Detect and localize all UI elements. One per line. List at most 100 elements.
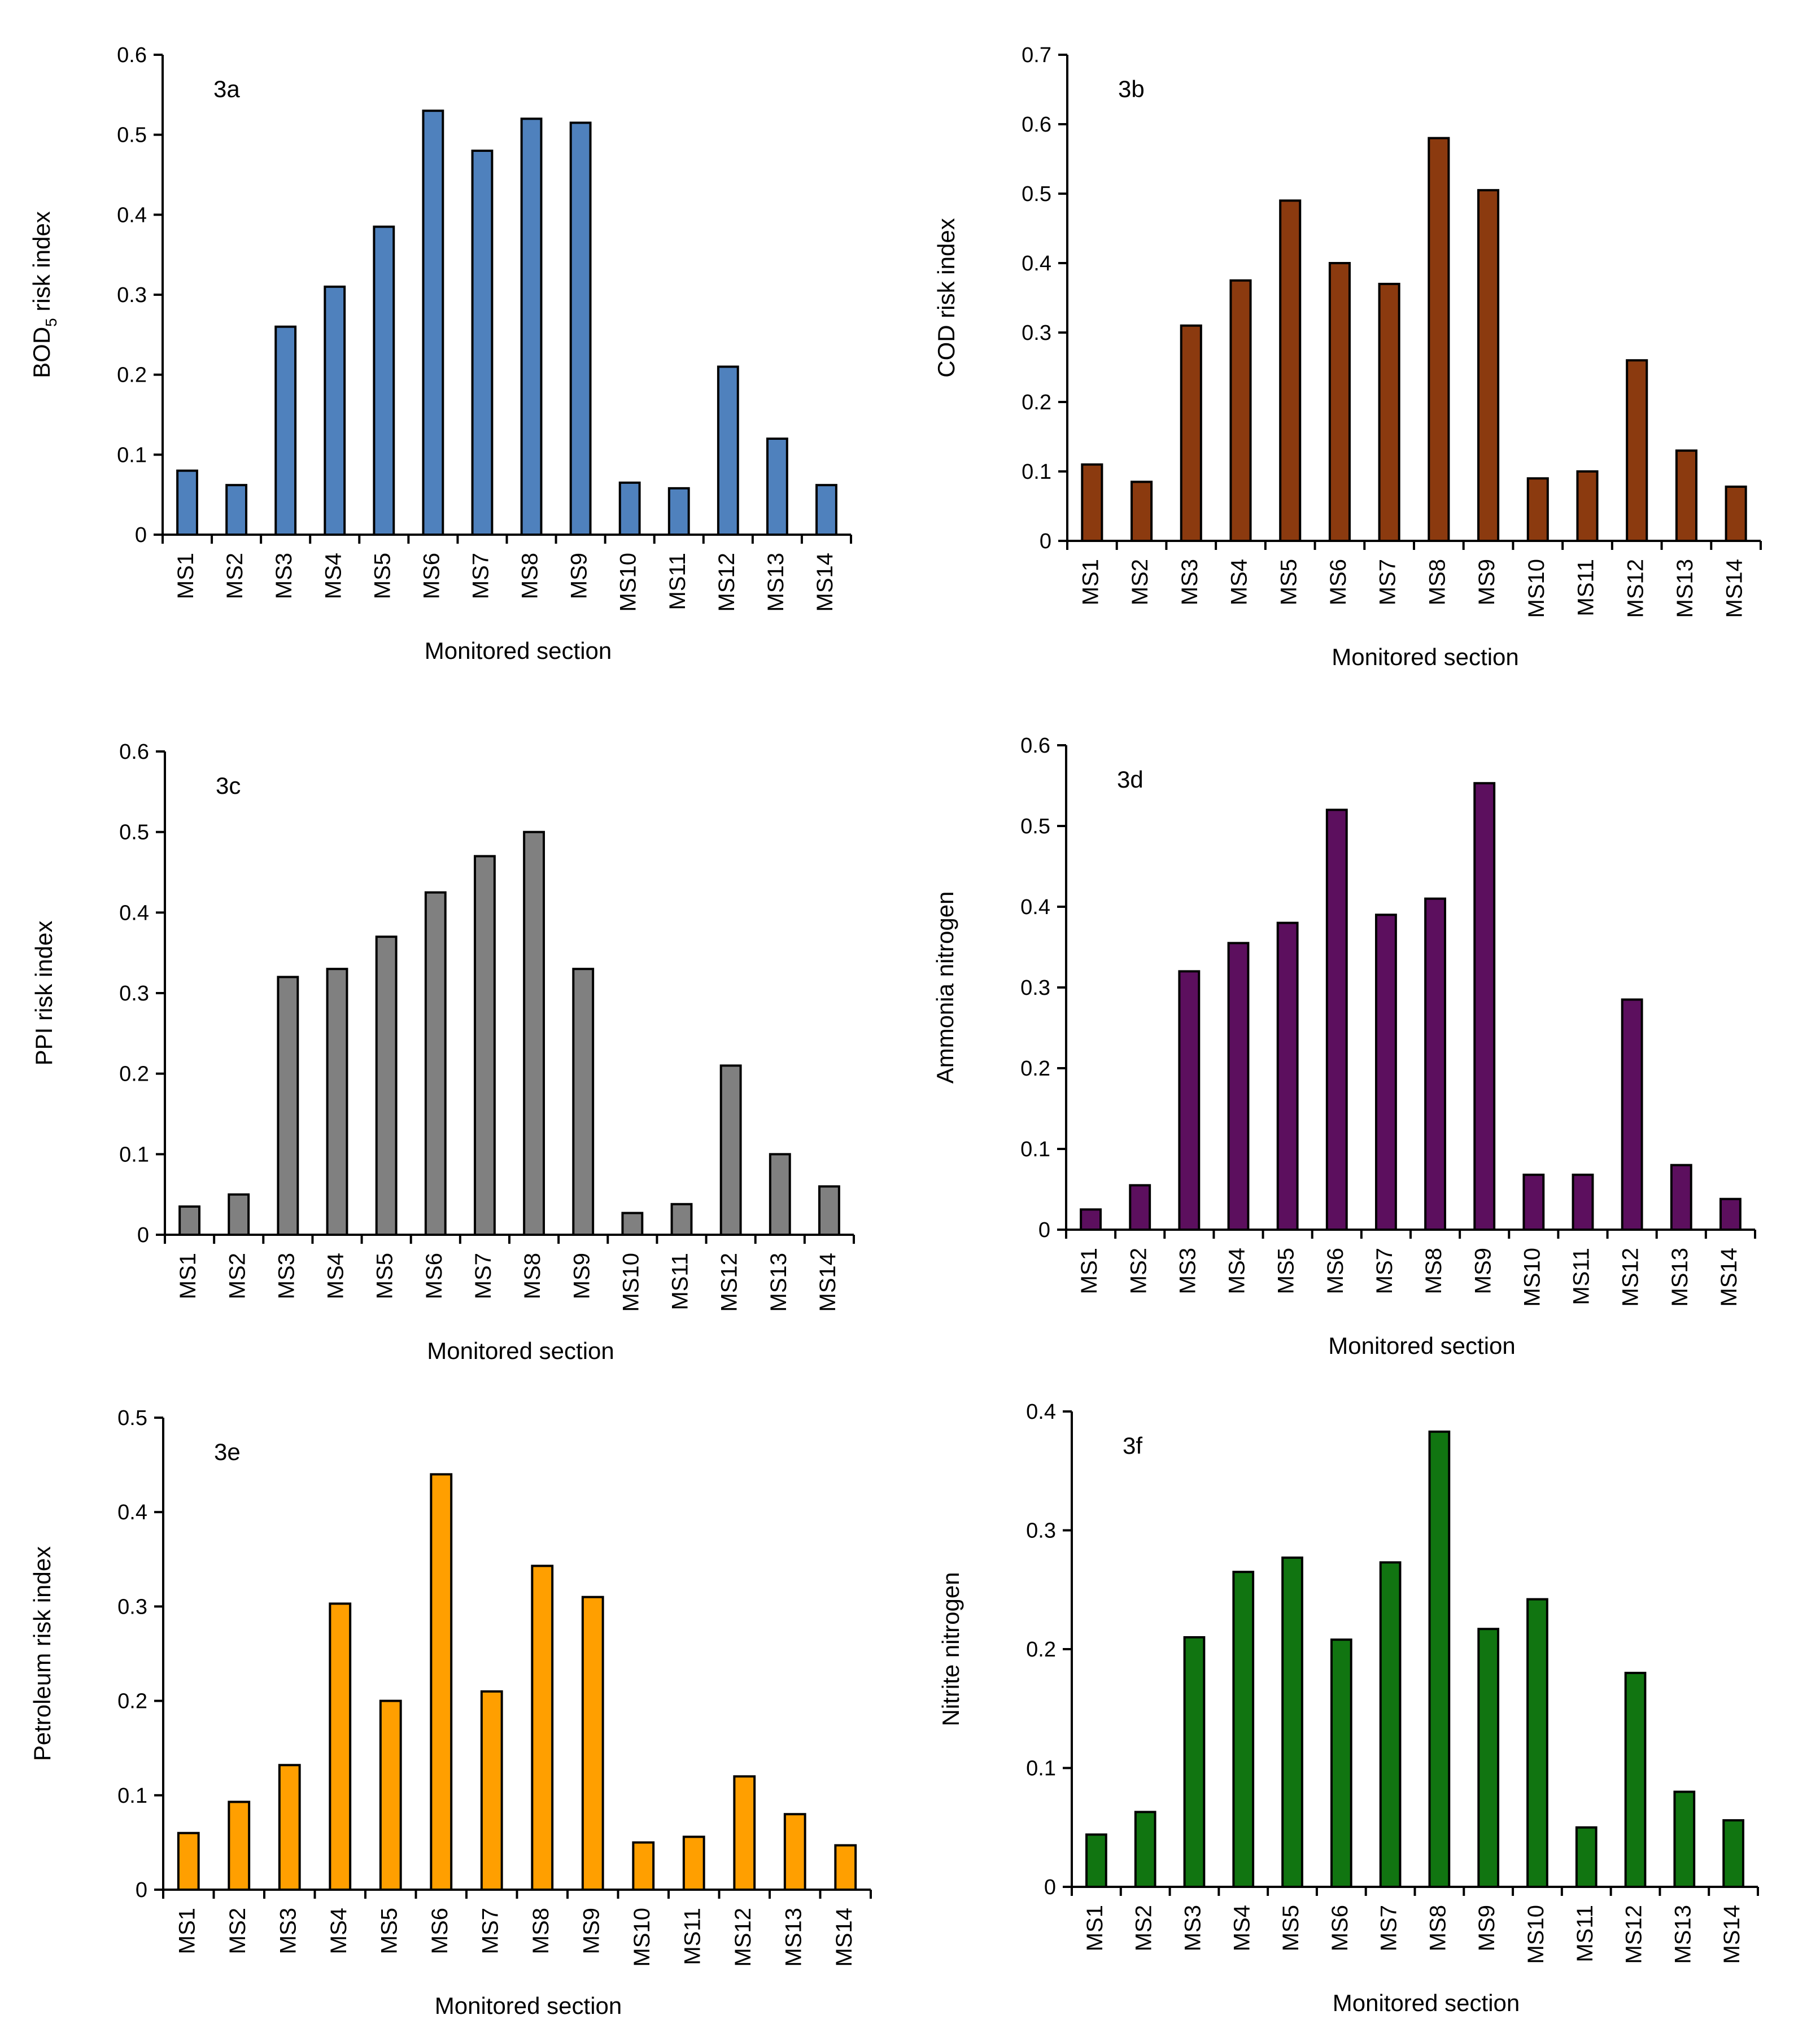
panel-tag: 3d	[1117, 766, 1143, 793]
x-tick-label: MS4	[1227, 559, 1252, 605]
x-tick-label: MS14	[813, 553, 837, 612]
x-tick-label: MS14	[1717, 1248, 1742, 1307]
panel-tag: 3b	[1118, 76, 1145, 102]
y-tick-label: 0.4	[117, 1501, 147, 1524]
bar-ms3	[1178, 970, 1201, 1231]
bar-ms14	[1725, 486, 1747, 542]
y-tick-label: 0.6	[1022, 113, 1051, 137]
y-tick-label: 0.1	[1026, 1757, 1056, 1781]
bar-ms7	[1375, 914, 1397, 1231]
bar-ms9	[569, 121, 592, 536]
x-tick-label: MS10	[1524, 559, 1549, 618]
x-tick-label: MS11	[665, 553, 690, 610]
bar-ms1	[1085, 1833, 1107, 1888]
x-tick-label: MS12	[731, 1908, 756, 1967]
y-tick-label: 0.4	[1026, 1400, 1056, 1424]
bar-ms11	[670, 1203, 693, 1236]
y-tick-label: 0.2	[117, 1690, 147, 1714]
bar-ms9	[1477, 189, 1500, 543]
x-tick-label: MS13	[1668, 1248, 1692, 1307]
x-tick-label: MS3	[274, 1253, 299, 1299]
bar-ms6	[424, 891, 447, 1236]
bar-ms6	[422, 110, 444, 536]
y-tick-label: 0.3	[1022, 321, 1051, 345]
bar-ms10	[1526, 477, 1549, 542]
y-tick-label: 0.2	[1022, 391, 1051, 414]
bar-ms5	[375, 936, 398, 1236]
x-tick-label: MS7	[471, 1253, 496, 1299]
bar-ms9	[1477, 1628, 1500, 1889]
x-tick-label: MS7	[1376, 559, 1400, 605]
x-tick-label: MS11	[1573, 1905, 1598, 1963]
bar-ms12	[717, 365, 739, 536]
bar-ms4	[326, 968, 348, 1236]
x-tick-label: MS8	[1425, 559, 1450, 605]
x-tick-label: MS4	[1225, 1248, 1250, 1294]
x-tick-label: MS11	[680, 1908, 705, 1965]
bar-ms6	[1330, 1638, 1352, 1888]
bar-ms10	[1526, 1598, 1548, 1889]
y-tick-label: 0.6	[117, 43, 147, 67]
x-tick-label: MS1	[1077, 1248, 1102, 1294]
x-tick-label: MS6	[1326, 559, 1351, 605]
bar-ms13	[1670, 1164, 1692, 1231]
y-tick-label: 0.5	[117, 124, 147, 147]
x-tick-label: MS13	[766, 1253, 791, 1312]
bar-ms12	[1621, 998, 1643, 1231]
x-tick-label: MS8	[1421, 1248, 1446, 1294]
bar-ms8	[523, 831, 545, 1236]
x-tick-label: MS7	[1372, 1248, 1397, 1294]
bar-ms13	[769, 1153, 791, 1236]
x-tick-label: MS10	[1524, 1905, 1548, 1964]
bar-ms14	[1722, 1819, 1744, 1889]
x-tick-label: MS5	[1278, 1905, 1303, 1951]
bar-ms10	[1522, 1173, 1545, 1231]
bar-ms7	[471, 150, 494, 536]
bar-ms1	[1080, 1208, 1102, 1231]
bar-ms5	[1281, 1556, 1303, 1889]
bar-ms5	[1279, 199, 1302, 542]
bar-ms12	[1624, 1672, 1647, 1889]
bar-ms10	[632, 1841, 655, 1891]
y-tick-label: 0.5	[117, 1406, 147, 1430]
x-tick-label: MS10	[1520, 1248, 1544, 1307]
x-tick-label: MS13	[1670, 1905, 1695, 1964]
bar-ms11	[1576, 470, 1599, 542]
bar-ms8	[1428, 1430, 1451, 1888]
bar-ms10	[621, 1212, 644, 1236]
bar-ms2	[1129, 1184, 1151, 1231]
bar-ms12	[733, 1775, 756, 1891]
x-tick-label: MS9	[579, 1908, 604, 1954]
bar-ms13	[783, 1813, 806, 1891]
x-tick-label: MS5	[1276, 559, 1301, 605]
x-tick-label: MS10	[616, 553, 641, 612]
x-tick-label: MS11	[668, 1253, 693, 1310]
x-tick-label: MS4	[1229, 1905, 1254, 1951]
y-tick-label: 0.3	[1026, 1519, 1056, 1543]
y-tick-label: 0.4	[119, 901, 149, 925]
x-tick-label: MS6	[427, 1908, 452, 1954]
y-tick-label: 0	[137, 1223, 149, 1247]
x-tick-label: MS13	[763, 553, 788, 612]
y-tick-label: 0.2	[117, 364, 147, 387]
x-tick-label: MS2	[1132, 1905, 1156, 1951]
x-tick-label: MS3	[276, 1908, 300, 1954]
bar-ms4	[1229, 279, 1252, 542]
bar-ms3	[278, 1764, 301, 1891]
bar-ms8	[531, 1564, 554, 1891]
bar-ms6	[1325, 808, 1348, 1231]
bar-ms12	[719, 1064, 742, 1236]
y-tick-label: 0.4	[1020, 895, 1050, 919]
x-tick-label: MS6	[1323, 1248, 1348, 1294]
y-tick-label: 0.3	[117, 1595, 147, 1619]
bar-ms14	[818, 1185, 840, 1236]
x-tick-label: MS8	[520, 1253, 545, 1299]
x-tick-label: MS13	[781, 1908, 806, 1967]
x-tick-label: MS13	[1673, 559, 1697, 618]
x-axis-title: Monitored section	[1332, 644, 1519, 670]
bar-ms9	[572, 968, 595, 1236]
x-tick-label: MS1	[174, 1908, 199, 1954]
bar-ms4	[329, 1602, 352, 1891]
x-tick-label: MS2	[1126, 1248, 1151, 1294]
